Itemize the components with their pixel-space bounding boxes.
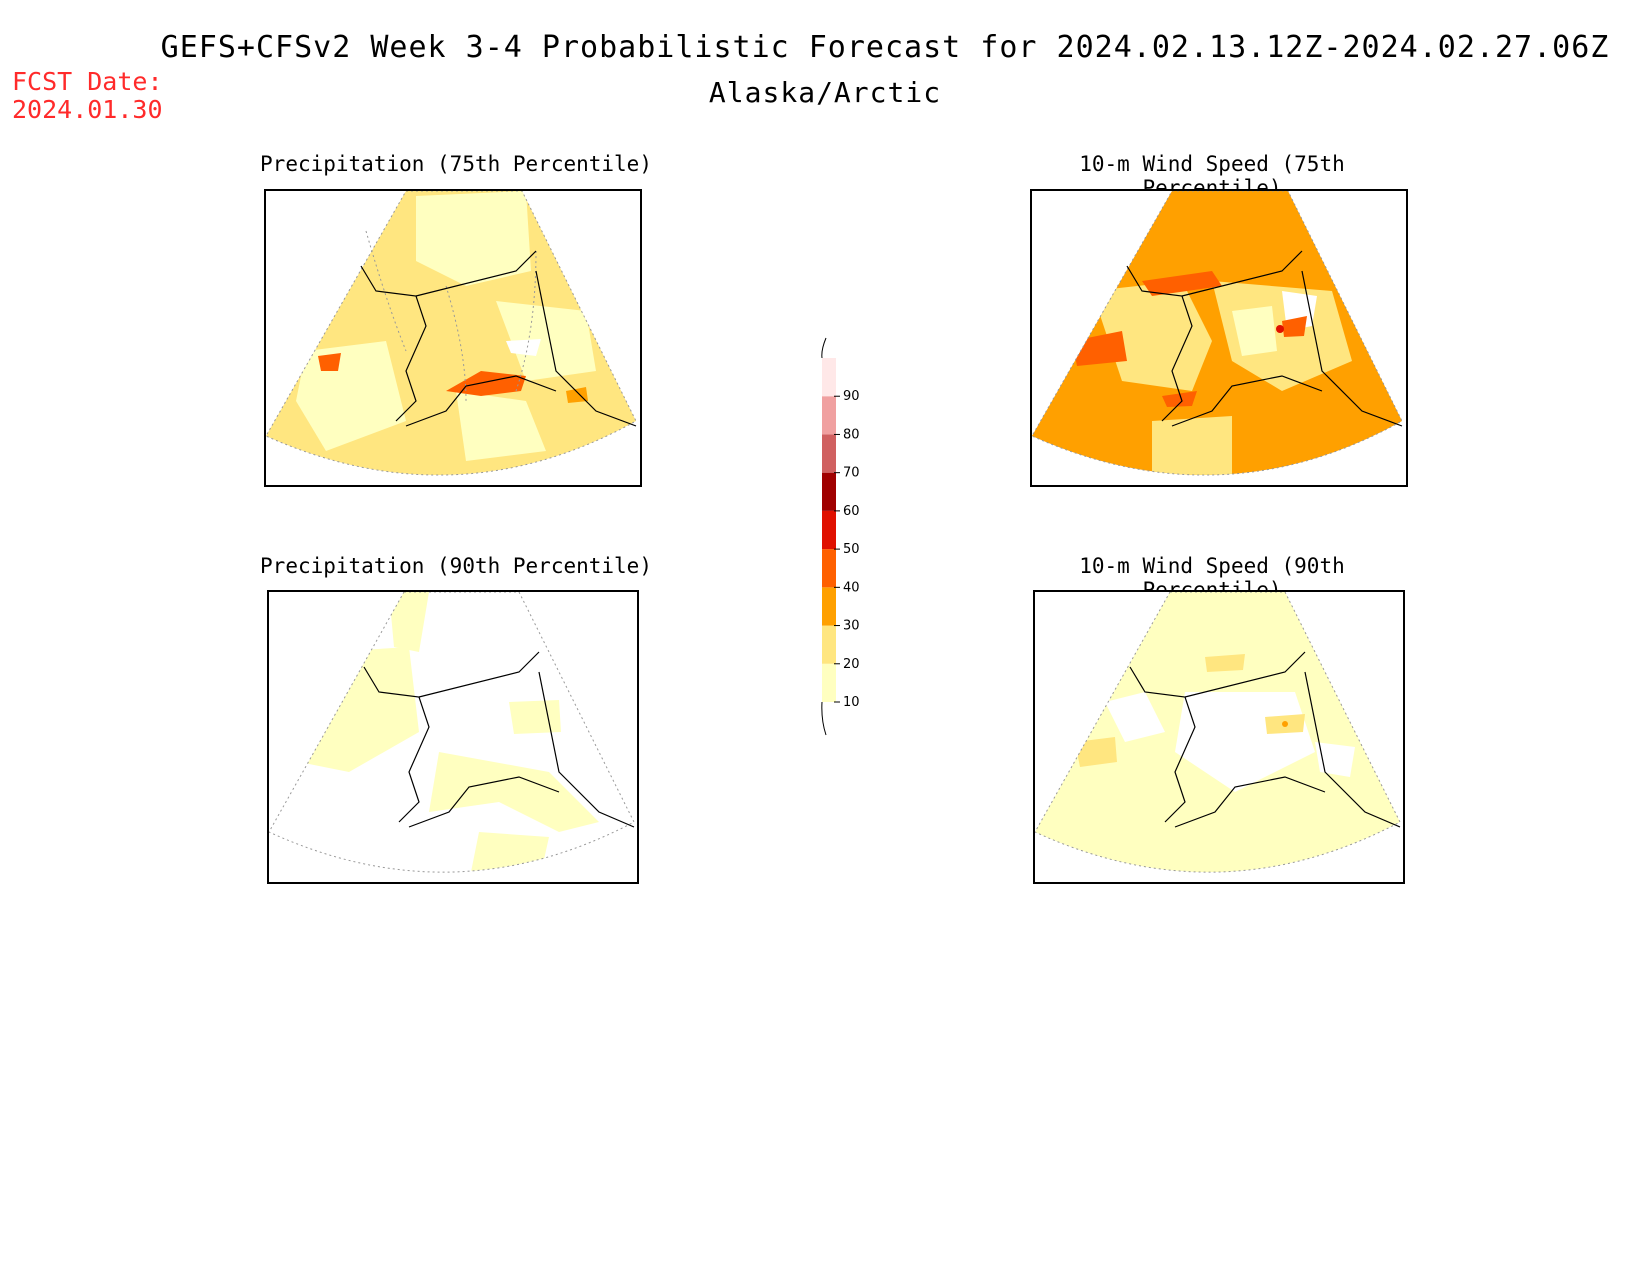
region-subtitle: Alaska/Arctic — [708, 76, 942, 109]
panel-title-precip90: Precipitation (90th Percentile) — [260, 554, 652, 578]
map-wind90 — [1035, 592, 1401, 873]
colorbar-swatch — [822, 358, 836, 397]
map-wind75 — [1032, 191, 1403, 476]
map-panel-wind90 — [1033, 590, 1405, 884]
map-panel-precip90 — [267, 590, 639, 884]
map-precip90 — [269, 592, 635, 873]
colorbar-label: 50 — [843, 542, 860, 557]
fcst-date-label: FCST Date: — [12, 67, 163, 96]
colorbar: 10 20 30 40 50 60 70 80 90 — [821, 337, 860, 736]
colorbar-swatch — [822, 472, 836, 511]
colorbar-swatch — [822, 625, 836, 664]
map-panel-wind75 — [1030, 189, 1408, 487]
colorbar-label: 20 — [843, 657, 860, 672]
colorbar-label: 40 — [843, 580, 860, 595]
colorbar-swatch — [822, 587, 836, 626]
colorbar-label: 10 — [843, 695, 860, 710]
panel-title-precip75: Precipitation (75th Percentile) — [260, 152, 652, 176]
main-title: GEFS+CFSv2 Week 3-4 Probabilistic Foreca… — [160, 30, 1610, 65]
colorbar-label: 60 — [843, 504, 860, 519]
colorbar-label: 30 — [843, 619, 860, 634]
colorbar-label: 70 — [843, 466, 860, 481]
colorbar-label: 80 — [843, 427, 860, 442]
map-panel-precip75 — [264, 189, 642, 487]
colorbar-swatch — [822, 663, 836, 702]
colorbar-swatch — [822, 396, 836, 435]
panel-title-wind75: 10-m Wind Speed (75th Percentile) — [1079, 152, 1345, 200]
fcst-date-value: 2024.01.30 — [12, 95, 163, 124]
map-precip75 — [266, 191, 637, 476]
colorbar-label: 90 — [843, 389, 860, 404]
colorbar-swatch — [822, 510, 836, 550]
colorbar-swatch — [822, 549, 836, 588]
colorbar-swatch — [822, 434, 836, 473]
